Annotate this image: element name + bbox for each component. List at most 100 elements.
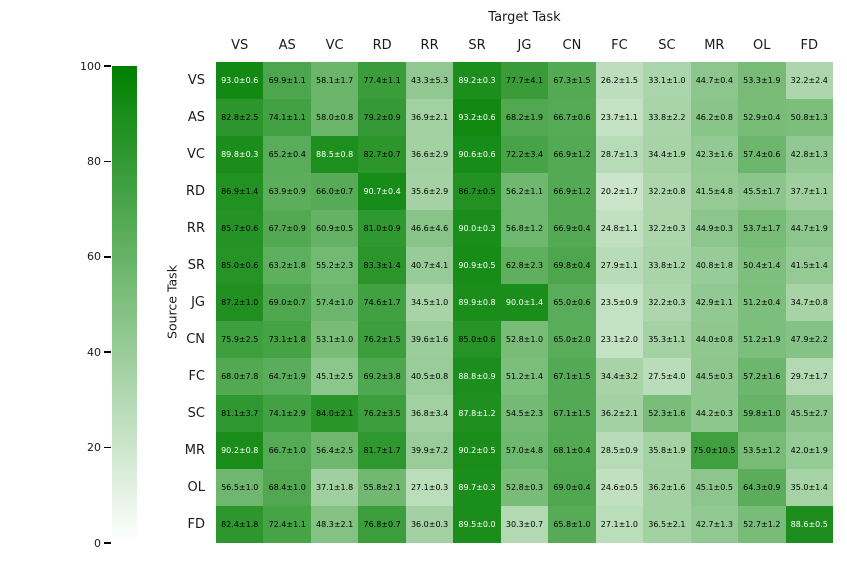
- row-label-rd: RD: [185, 184, 205, 199]
- heatmap-cell-rr-as: 67.7±0.9: [263, 210, 311, 247]
- colorbar-gradient: [112, 66, 137, 543]
- column-headers: VS AS VC RD RR SR JG CN FC SC MR OL FD: [216, 37, 833, 54]
- heatmap-cell-rd-fc: 20.2±1.7: [595, 173, 644, 210]
- heatmap-cell-as-vs: 82.8±2.5: [216, 99, 264, 136]
- heatmap-cell-rr-fc: 24.8±1.1: [595, 210, 644, 247]
- heatmap-cell-vc-cn: 66.9±1.2: [548, 136, 596, 173]
- heatmap-cell-ol-sr: 89.7±0.3: [453, 469, 501, 506]
- heatmap-cell-cn-ol: 51.2±1.9: [738, 321, 786, 358]
- heatmap-cell-vs-fd: 32.2±2.4: [785, 62, 833, 99]
- heatmap-cell-fd-as: 72.4±1.1: [263, 506, 311, 543]
- heatmap-cell-vs-vs: 93.0±0.6: [216, 62, 264, 99]
- heatmap-cell-cn-fd: 47.9±2.2: [785, 321, 833, 358]
- heatmap-cell-cn-vs: 75.9±2.5: [216, 321, 264, 358]
- heatmap-cell-vc-fc: 28.7±1.3: [595, 136, 644, 173]
- heatmap-cell-fc-rd: 69.2±3.8: [358, 358, 406, 395]
- heatmap-cell-sc-jg: 54.5±2.3: [500, 395, 549, 432]
- heatmap-cell-sc-vs: 81.1±3.7: [216, 395, 264, 432]
- heatmap-cell-sc-as: 74.1±2.9: [263, 395, 311, 432]
- heatmap-cell-sc-fd: 45.5±2.7: [785, 395, 833, 432]
- heatmap-cell-cn-mr: 44.0±0.8: [690, 321, 739, 358]
- heatmap-cell-jg-rr: 34.5±1.0: [405, 284, 454, 321]
- heatmap-cell-rd-ol: 45.5±1.7: [738, 173, 786, 210]
- row-label-as: AS: [187, 110, 205, 125]
- heatmap-cell-rd-vc: 66.0±0.7: [310, 173, 359, 210]
- heatmap-cell-fd-sr: 89.5±0.0: [453, 506, 501, 543]
- heatmap-cell-sr-fd: 41.5±1.4: [785, 247, 833, 284]
- heatmap-cell-fc-cn: 67.1±1.5: [548, 358, 596, 395]
- heatmap-cell-fc-sr: 88.8±0.9: [453, 358, 501, 395]
- colorbar-tick-mark-80: [104, 160, 111, 163]
- heatmap-cell-jg-vs: 87.2±1.0: [216, 284, 264, 321]
- heatmap-cell-vc-mr: 42.3±1.6: [690, 136, 739, 173]
- heatmap-cell-sr-sc: 33.8±1.2: [643, 247, 691, 284]
- heatmap-cell-rd-rd: 90.7±0.4: [358, 173, 406, 210]
- heatmap-cell-vc-vs: 89.8±0.3: [216, 136, 264, 173]
- heatmap-cell-ol-jg: 52.8±0.3: [500, 469, 549, 506]
- heatmap-cell-vs-sc: 33.1±1.0: [643, 62, 691, 99]
- heatmap-cell-ol-fc: 24.6±0.5: [595, 469, 644, 506]
- heatmap-cell-as-rd: 79.2±0.9: [358, 99, 406, 136]
- heatmap-cell-rr-vc: 60.9±0.5: [310, 210, 359, 247]
- heatmap-cell-jg-cn: 65.0±0.6: [548, 284, 596, 321]
- heatmap-cell-rr-ol: 53.7±1.7: [738, 210, 786, 247]
- heatmap-cell-sr-rr: 40.7±4.1: [405, 247, 454, 284]
- row-label-sr: SR: [187, 258, 205, 273]
- heatmap-cell-sc-ol: 59.8±1.0: [738, 395, 786, 432]
- heatmap-cell-vc-as: 65.2±0.4: [263, 136, 311, 173]
- heatmap-cell-as-cn: 66.7±0.6: [548, 99, 596, 136]
- heatmap-cell-fd-rr: 36.0±0.3: [405, 506, 454, 543]
- heatmap-cell-fc-fc: 34.4±3.2: [595, 358, 644, 395]
- heatmap-cell-cn-jg: 52.8±1.0: [500, 321, 549, 358]
- colorbar-tick-label-100: 100: [80, 59, 101, 73]
- colorbar-tick-mark-60: [104, 256, 111, 258]
- heatmap-grid: 93.0±0.6 69.9±1.1 58.1±1.7 77.4±1.1 43.3±5.3…: [216, 62, 833, 543]
- row-label-sc: SC: [187, 406, 205, 421]
- heatmap-cell-ol-cn: 69.0±0.4: [548, 469, 596, 506]
- heatmap-cell-rr-sr: 90.0±0.3: [453, 210, 501, 247]
- heatmap-cell-fc-rr: 40.5±0.8: [405, 358, 454, 395]
- heatmap-cell-vs-mr: 44.7±0.4: [690, 62, 739, 99]
- column-header-fd: FD: [800, 38, 819, 53]
- heatmap-cell-sc-fc: 36.2±2.1: [595, 395, 644, 432]
- heatmap-cell-jg-mr: 42.9±1.1: [690, 284, 739, 321]
- heatmap-cell-rr-fd: 44.7±1.9: [785, 210, 833, 247]
- row-label-rr: RR: [186, 221, 205, 236]
- heatmap-cell-vc-ol: 57.4±0.6: [738, 136, 786, 173]
- heatmap-cell-rr-cn: 66.9±0.4: [548, 210, 596, 247]
- heatmap-cell-vs-jg: 77.7±4.1: [500, 62, 549, 99]
- heatmap-cell-sr-fc: 27.9±1.1: [595, 247, 644, 284]
- heatmap-cell-vs-fc: 26.2±1.5: [595, 62, 644, 99]
- heatmap-cell-mr-ol: 53.5±1.2: [738, 432, 786, 469]
- heatmap-cell-mr-jg: 57.0±4.8: [500, 432, 549, 469]
- column-header-jg: JG: [517, 38, 532, 53]
- heatmap-cell-as-jg: 68.2±1.9: [500, 99, 549, 136]
- heatmap-cell-cn-sr: 85.0±0.6: [453, 321, 501, 358]
- column-header-sc: SC: [658, 38, 676, 53]
- heatmap-cell-rd-fd: 37.7±1.1: [785, 173, 833, 210]
- row-label-ol: OL: [187, 480, 205, 495]
- heatmap-cell-vc-jg: 72.2±3.4: [500, 136, 549, 173]
- heatmap-cell-fd-sc: 36.5±2.1: [643, 506, 691, 543]
- heatmap-cell-rr-rr: 46.6±4.6: [405, 210, 454, 247]
- heatmap-cell-sc-rr: 36.8±3.4: [405, 395, 454, 432]
- heatmap-cell-rd-sc: 32.2±0.8: [643, 173, 691, 210]
- heatmap-cell-sc-cn: 67.1±1.5: [548, 395, 596, 432]
- colorbar-tick-mark-20: [104, 446, 111, 449]
- heatmap-cell-fc-sc: 27.5±4.0: [643, 358, 691, 395]
- heatmap-cell-vc-sr: 90.6±0.6: [453, 136, 501, 173]
- heatmap-cell-mr-fd: 42.0±1.9: [785, 432, 833, 469]
- heatmap-cell-jg-fc: 23.5±0.9: [595, 284, 644, 321]
- heatmap-cell-cn-rd: 76.2±1.5: [358, 321, 406, 358]
- heatmap-cell-mr-sc: 35.8±1.9: [643, 432, 691, 469]
- heatmap-cell-fd-fc: 27.1±1.0: [595, 506, 644, 543]
- heatmap-cell-rr-mr: 44.9±0.3: [690, 210, 739, 247]
- heatmap-cell-fc-as: 64.7±1.9: [263, 358, 311, 395]
- colorbar-tick-label-60: 60: [87, 250, 101, 264]
- row-label-mr: MR: [184, 443, 205, 458]
- heatmap-cell-vs-vc: 58.1±1.7: [310, 62, 359, 99]
- heatmap-cell-mr-rd: 81.7±1.7: [358, 432, 406, 469]
- heatmap-cell-fc-vs: 68.0±7.8: [216, 358, 264, 395]
- colorbar-tick-label-80: 80: [87, 154, 101, 168]
- heatmap-cell-vs-rd: 77.4±1.1: [358, 62, 406, 99]
